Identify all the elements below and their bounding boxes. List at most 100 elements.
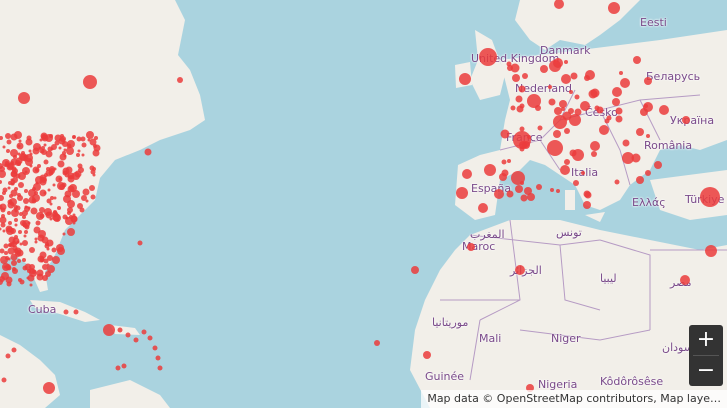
map-marker[interactable]	[584, 75, 591, 82]
map-marker[interactable]	[573, 180, 580, 187]
map-marker[interactable]	[17, 152, 21, 156]
map-marker[interactable]	[590, 88, 600, 98]
map-marker[interactable]	[7, 221, 12, 226]
map-marker[interactable]	[88, 185, 95, 192]
map-marker[interactable]	[5, 353, 11, 359]
map-marker[interactable]	[581, 170, 586, 175]
map-marker[interactable]	[462, 169, 472, 179]
map-marker[interactable]	[512, 74, 521, 83]
map-marker[interactable]	[564, 127, 571, 134]
map-marker[interactable]	[36, 273, 44, 281]
map-marker[interactable]	[506, 61, 512, 67]
map-marker[interactable]	[24, 158, 33, 167]
map-marker[interactable]	[467, 243, 475, 251]
map-marker[interactable]	[459, 73, 471, 85]
map-marker[interactable]	[29, 152, 33, 156]
map-marker[interactable]	[526, 384, 534, 392]
map-marker[interactable]	[27, 274, 35, 282]
map-marker[interactable]	[12, 268, 19, 275]
map-marker[interactable]	[515, 95, 523, 103]
map-marker[interactable]	[5, 276, 13, 284]
map-marker[interactable]	[63, 195, 72, 204]
map-marker[interactable]	[591, 151, 598, 158]
map-marker[interactable]	[24, 205, 28, 209]
map-marker[interactable]	[64, 216, 73, 225]
map-marker[interactable]	[28, 196, 36, 204]
map-marker[interactable]	[22, 219, 31, 228]
map-marker[interactable]	[103, 324, 115, 336]
map-marker[interactable]	[67, 228, 76, 237]
map-marker[interactable]	[37, 234, 45, 242]
map-marker[interactable]	[64, 172, 70, 178]
map-marker[interactable]	[152, 345, 158, 351]
map-marker[interactable]	[547, 140, 563, 156]
map-marker[interactable]	[4, 256, 9, 261]
map-marker[interactable]	[19, 154, 26, 160]
map-marker[interactable]	[645, 133, 650, 138]
map-marker[interactable]	[479, 48, 497, 66]
map-marker[interactable]	[41, 264, 48, 271]
map-marker[interactable]	[2, 187, 8, 193]
map-marker[interactable]	[50, 143, 57, 150]
map-marker[interactable]	[643, 104, 648, 108]
map-marker[interactable]	[644, 77, 653, 86]
map-marker[interactable]	[0, 180, 3, 185]
map-marker[interactable]	[10, 133, 18, 141]
map-marker[interactable]	[7, 257, 11, 261]
map-marker[interactable]	[19, 279, 25, 285]
map-marker[interactable]	[38, 146, 42, 150]
map-marker[interactable]	[5, 225, 13, 233]
map-marker[interactable]	[30, 207, 38, 215]
map-marker[interactable]	[501, 169, 509, 177]
map-marker[interactable]	[0, 222, 6, 228]
map-marker[interactable]	[25, 153, 34, 162]
map-marker[interactable]	[45, 271, 52, 278]
map-marker[interactable]	[569, 114, 581, 126]
map-marker[interactable]	[133, 337, 139, 343]
map-marker[interactable]	[93, 135, 98, 140]
map-marker[interactable]	[62, 167, 70, 175]
map-marker[interactable]	[561, 106, 566, 111]
map-marker[interactable]	[654, 161, 662, 169]
map-marker[interactable]	[7, 162, 15, 170]
map-marker[interactable]	[535, 183, 542, 190]
map-marker[interactable]	[2, 158, 11, 167]
map-marker[interactable]	[636, 127, 645, 136]
map-marker[interactable]	[10, 148, 19, 157]
map-marker[interactable]	[619, 70, 623, 75]
map-marker[interactable]	[57, 160, 65, 168]
map-marker[interactable]	[22, 240, 29, 247]
map-marker[interactable]	[561, 74, 571, 84]
map-marker[interactable]	[34, 240, 38, 244]
map-marker[interactable]	[569, 149, 577, 157]
map-marker[interactable]	[6, 149, 10, 154]
map-marker[interactable]	[32, 183, 41, 192]
map-marker[interactable]	[520, 194, 528, 202]
map-marker[interactable]	[23, 234, 27, 238]
map-marker[interactable]	[16, 194, 23, 201]
map-marker[interactable]	[16, 142, 24, 150]
map-marker[interactable]	[63, 148, 67, 152]
map-marker[interactable]	[61, 141, 68, 148]
map-marker[interactable]	[568, 90, 573, 95]
map-marker[interactable]	[52, 183, 56, 187]
map-marker[interactable]	[1, 377, 7, 383]
map-marker[interactable]	[484, 164, 496, 176]
map-marker[interactable]	[524, 186, 533, 195]
map-marker[interactable]	[622, 152, 634, 164]
map-marker[interactable]	[11, 170, 18, 177]
map-marker[interactable]	[514, 185, 523, 194]
map-marker[interactable]	[10, 253, 18, 261]
map-marker[interactable]	[705, 245, 717, 257]
map-marker[interactable]	[43, 143, 47, 147]
map-marker[interactable]	[77, 163, 83, 169]
map-marker[interactable]	[79, 207, 85, 213]
map-marker[interactable]	[60, 136, 67, 143]
map-marker[interactable]	[72, 135, 76, 139]
map-marker[interactable]	[56, 182, 65, 190]
map-marker[interactable]	[506, 65, 513, 72]
map-marker[interactable]	[554, 106, 563, 115]
map-marker[interactable]	[21, 150, 26, 155]
map-marker[interactable]	[645, 169, 652, 176]
